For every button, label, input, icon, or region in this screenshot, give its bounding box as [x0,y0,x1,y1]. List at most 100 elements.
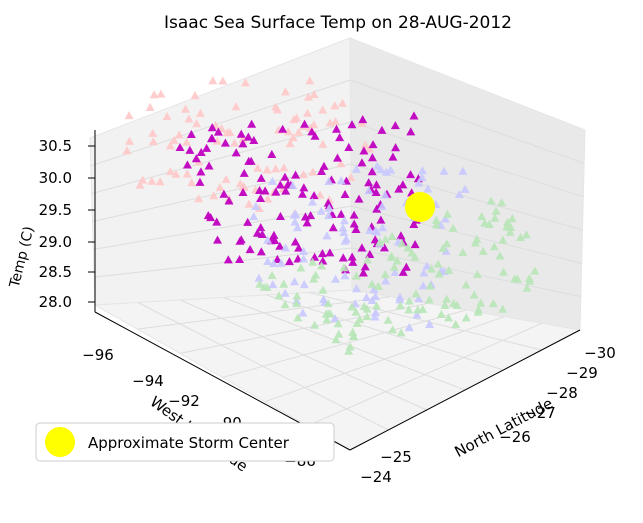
data-point [414,294,424,303]
x-tick-label: −92 [168,392,200,410]
data-point [438,243,448,252]
data-point [348,257,358,266]
data-point [318,105,328,114]
data-point [238,135,248,144]
data-point [364,144,374,153]
legend[interactable]: Approximate Storm Center [35,422,335,462]
data-point [291,210,301,219]
data-point [274,291,284,300]
data-point [380,269,390,278]
data-point [271,164,281,173]
data-point [484,219,494,228]
data-point [368,140,378,149]
data-point [294,127,304,136]
legend-box [35,422,335,462]
data-point [338,253,348,262]
data-point [503,217,513,226]
data-point [404,305,414,314]
data-point [367,153,377,162]
data-point [396,231,406,240]
data-point [305,76,315,85]
data-point [244,199,254,208]
data-point [182,137,192,146]
data-point [207,123,217,132]
data-point [318,139,328,148]
legend-marker [45,427,75,457]
z-tick-label: 29.5 [39,201,72,219]
data-point [525,276,535,285]
data-points [122,76,540,355]
data-point [461,313,471,322]
data-point [330,313,340,323]
data-point [472,269,482,279]
data-point [267,149,277,159]
data-point [195,177,205,186]
data-point [300,212,310,221]
data-point [245,244,255,254]
data-point [192,119,202,128]
data-point [495,251,505,260]
data-point [355,315,365,324]
z-tick-label: 29.0 [39,233,72,251]
data-point [381,234,391,244]
data-point [185,145,195,154]
data-point [331,274,341,283]
data-point [310,320,320,329]
data-point [122,146,132,155]
data-point [351,224,361,233]
data-point [308,167,318,176]
data-point [370,235,380,244]
data-point [418,304,428,313]
data-point [221,174,231,184]
data-point [357,158,367,167]
data-point [218,76,228,85]
data-point [358,115,368,124]
data-point [371,308,381,317]
data-point [349,210,359,219]
data-point [409,111,419,120]
data-point [334,329,344,338]
data-point [497,198,507,207]
data-point [148,137,158,146]
data-point [387,251,397,260]
data-point [458,247,468,257]
data-point [433,259,443,268]
data-point [388,152,398,161]
data-point [431,220,441,229]
data-point [394,184,404,193]
data-point [347,302,357,311]
data-point [156,89,166,98]
data-point [290,237,300,246]
data-point [425,319,435,328]
data-point [476,298,486,307]
data-point [396,328,406,337]
data-point [285,139,295,148]
data-point [351,307,361,316]
data-point [354,194,364,203]
data-point [360,262,370,271]
data-point [148,128,158,137]
data-point [309,274,319,283]
data-point [262,165,272,174]
grid-line [94,247,352,278]
data-point [135,180,145,189]
data-point [434,269,444,278]
data-point [263,194,273,203]
data-point [489,242,499,251]
data-point [507,214,517,223]
data-point [267,270,277,280]
data-point [380,190,390,199]
y-tick-label: −25 [380,448,412,466]
data-point [322,231,332,240]
data-point [401,262,411,271]
data-point [230,138,240,147]
data-point [308,257,318,266]
data-point [253,163,263,172]
data-point [424,295,434,304]
data-point [272,254,282,264]
data-point [411,289,421,298]
data-point [331,124,341,133]
data-point [255,279,265,288]
data-point [155,177,165,186]
